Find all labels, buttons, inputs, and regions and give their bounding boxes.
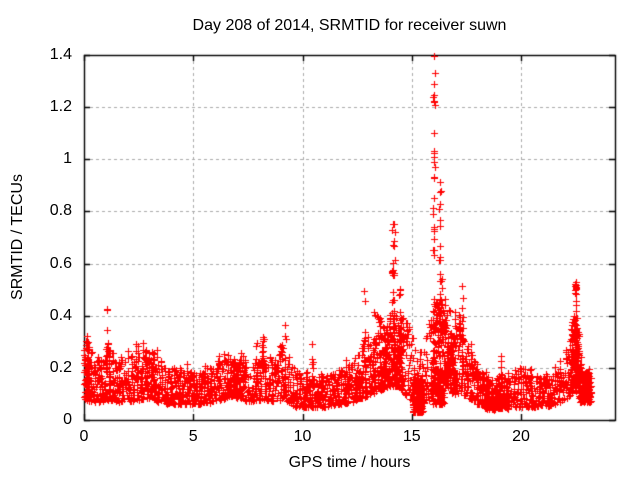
y-tick-label: 0.4 [49,306,72,324]
x-tick-label: 20 [512,428,530,445]
y-tick-label: 1.4 [49,46,72,63]
y-tick-label: 1 [63,150,72,168]
y-tick-label: 1.2 [49,98,72,116]
y-tick-label: 0.2 [49,358,72,376]
y-tick-label: 0.8 [49,202,72,220]
chart-title: Day 208 of 2014, SRMTID for receiver suw… [192,17,507,34]
y-axis-label: SRMTID / TECUs [9,174,26,300]
x-tick-label: 5 [188,428,198,445]
x-tick-label: 0 [79,428,89,445]
x-axis-label: GPS time / hours [288,454,411,471]
x-tick-label: 10 [293,428,312,445]
y-tick-label: 0 [63,411,72,428]
x-tick-label: 15 [402,428,421,445]
y-tick-label: 0.6 [49,254,72,272]
